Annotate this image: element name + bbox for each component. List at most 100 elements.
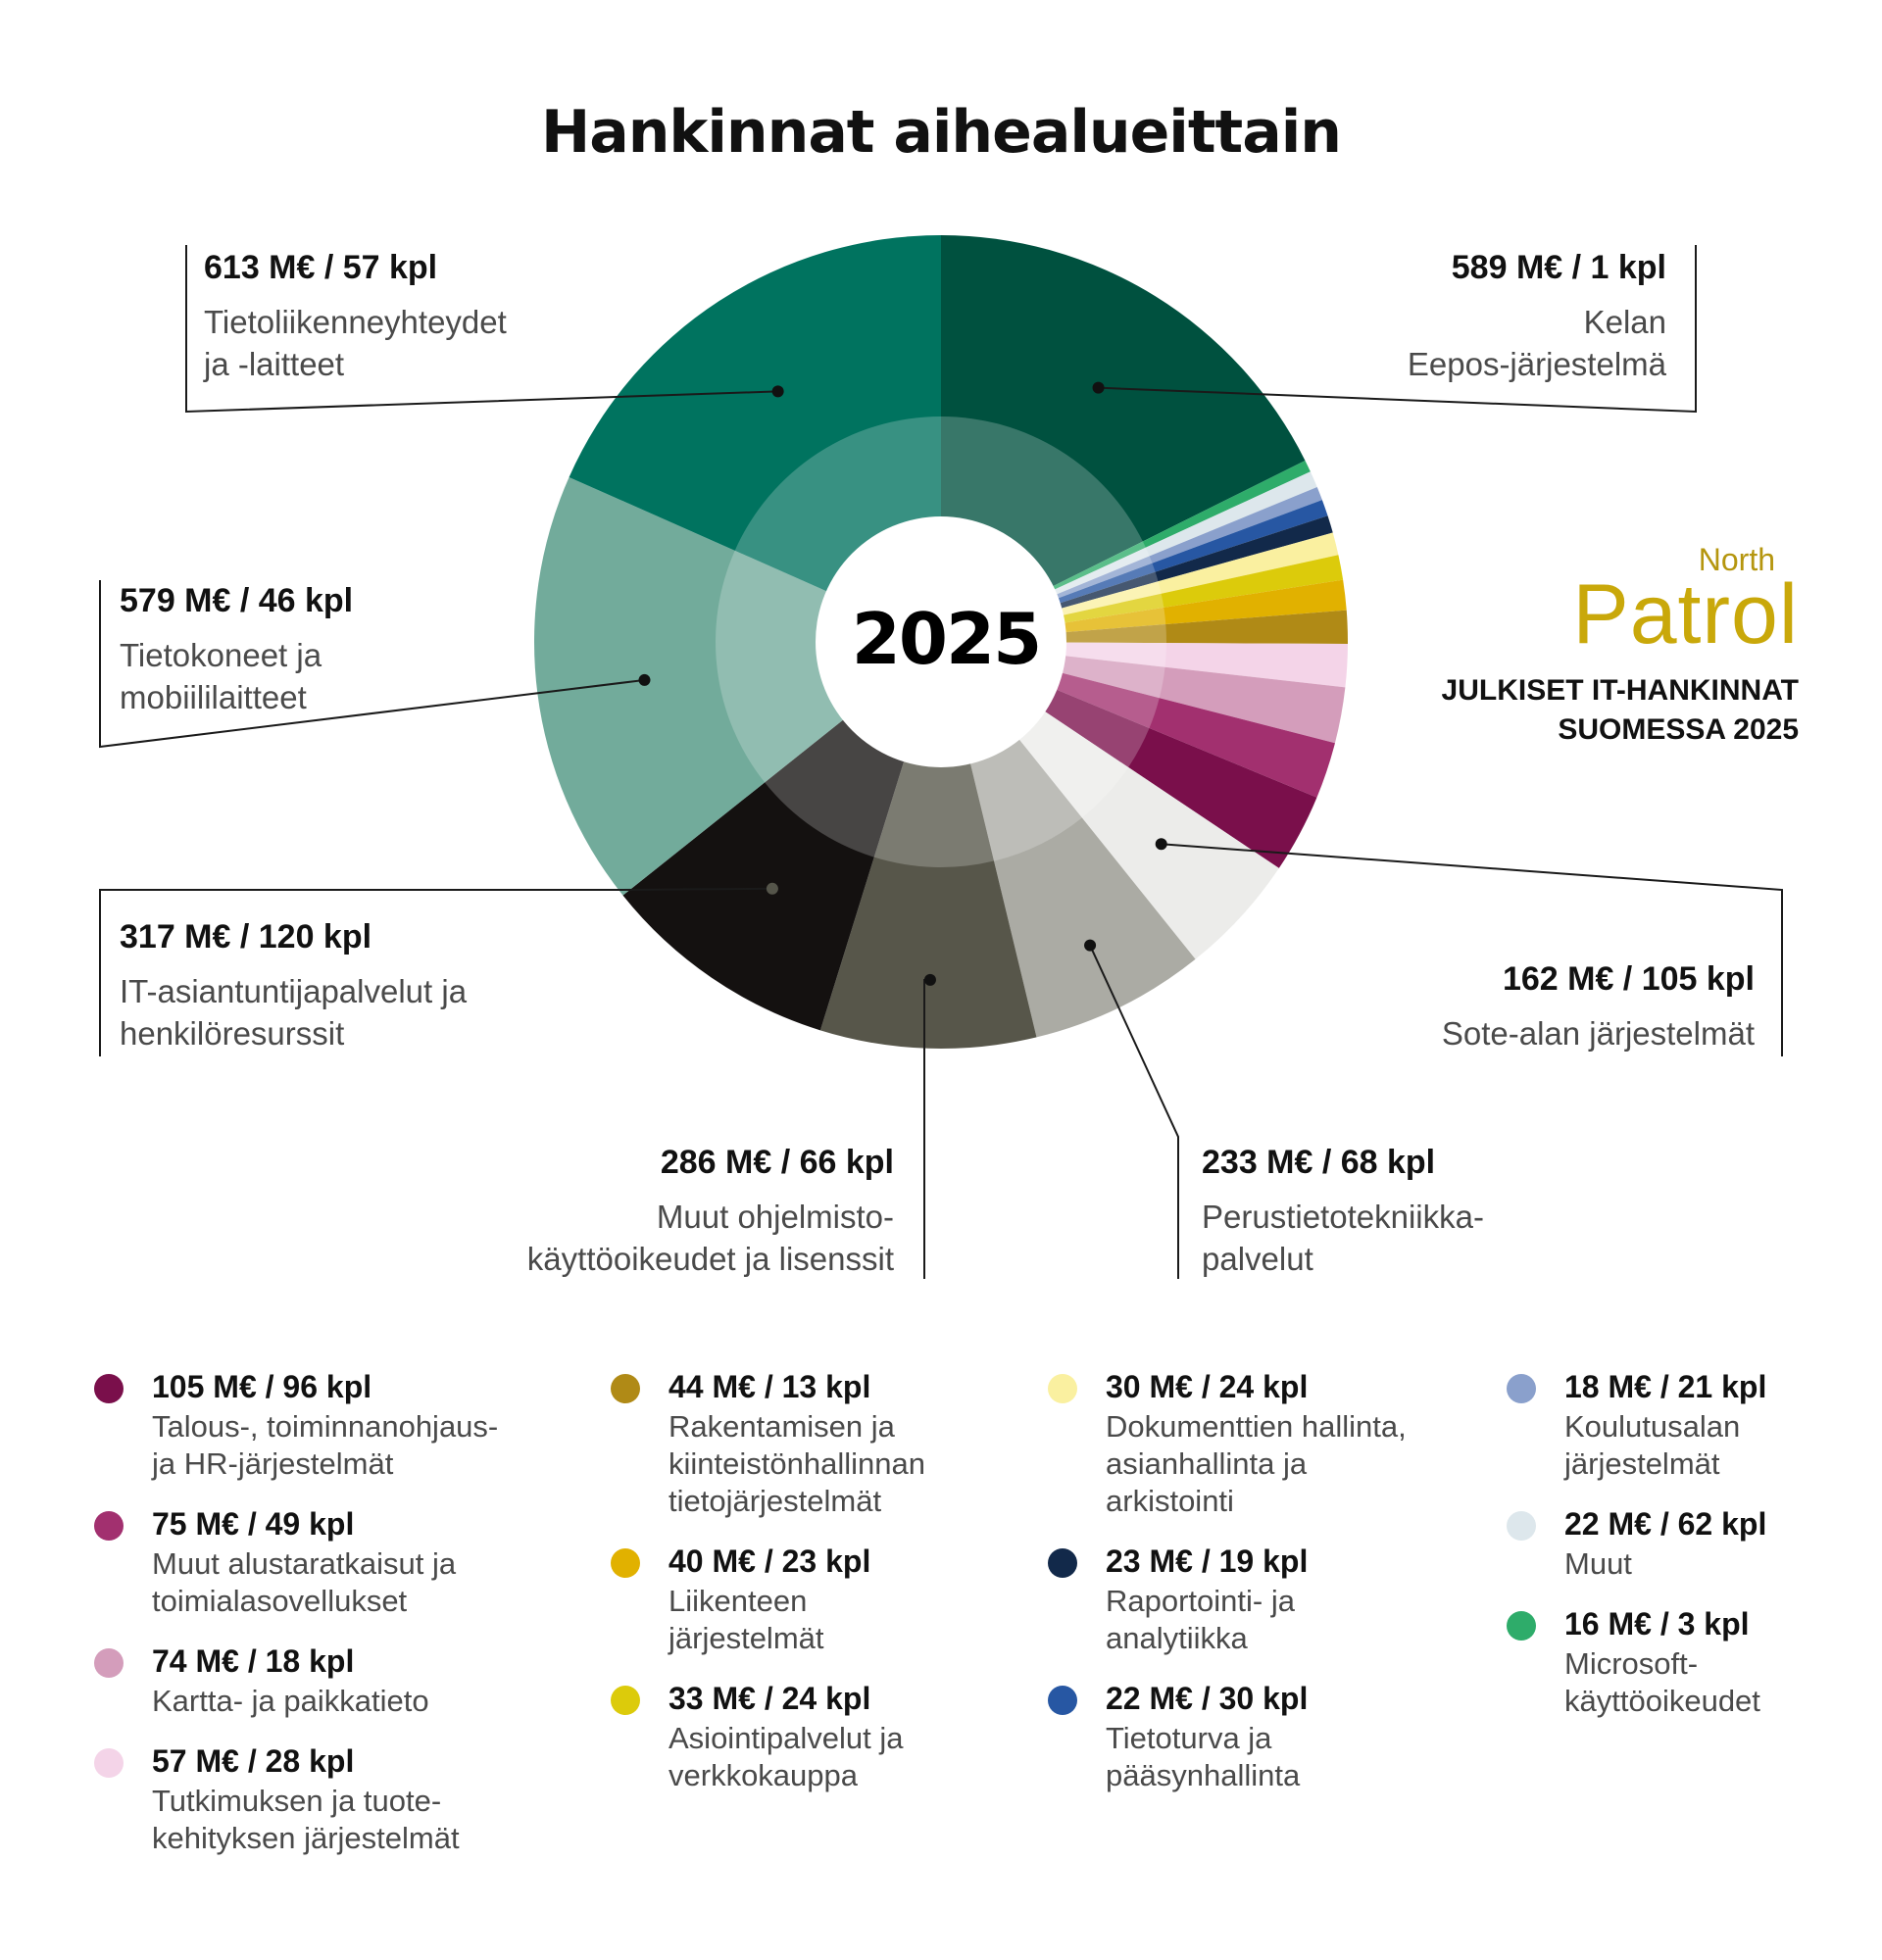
brand-north: North: [1698, 542, 1775, 577]
legend-label: Muut: [1564, 1546, 1632, 1581]
leader-dot-0: [1092, 381, 1105, 394]
slice-17: [622, 642, 941, 1031]
report-title: JULKISET IT-HANKINNAT SUOMESSA 2025: [1353, 671, 1799, 750]
legend-dot: [611, 1686, 640, 1715]
callout-value: 589 M€ / 1 kpl: [1451, 249, 1666, 286]
donut-hole: [816, 516, 1066, 767]
leader-dot-14: [1155, 838, 1167, 851]
legend-dot: [1507, 1611, 1536, 1641]
legend-dot: [1048, 1374, 1077, 1403]
callout-label: Tietoliikenneyhteydet ja -laitteet: [204, 304, 507, 382]
legend-item-muut: 22 M€ / 62 kpl Muut: [1507, 1505, 1858, 1583]
callout-value: 162 M€ / 105 kpl: [1502, 960, 1755, 998]
leader-line-14: [1161, 843, 1783, 1056]
legend-value: 74 M€ / 18 kpl: [152, 1643, 355, 1679]
legend-value: 44 M€ / 13 kpl: [669, 1369, 871, 1404]
donut-slices: [533, 234, 1348, 1049]
callout-label: Sote-alan järjestelmät: [1441, 1015, 1755, 1052]
legend-value: 16 M€ / 3 kpl: [1564, 1606, 1750, 1642]
report-title-line2: SUOMESSA 2025: [1558, 713, 1799, 746]
legend-label: Kartta- ja paikkatieto: [152, 1684, 429, 1718]
legend-dot: [94, 1374, 124, 1403]
legend-label: Raportointi- ja analytiikka: [1106, 1584, 1295, 1655]
legend-item-alustaratkaisut: 75 M€ / 49 kpl Muut alustaratkaisut ja t…: [94, 1505, 583, 1620]
legend-value: 105 M€ / 96 kpl: [152, 1369, 372, 1404]
legend-dot: [94, 1648, 124, 1678]
callout-label: Perustietotekniikka- palvelut: [1202, 1199, 1484, 1277]
slice-0: [941, 235, 1306, 642]
leader-line-0: [1098, 245, 1697, 414]
legend-value: 23 M€ / 19 kpl: [1106, 1544, 1309, 1579]
callout-value: 579 M€ / 46 kpl: [120, 582, 354, 619]
callout-label: Kelan Eepos-järjestelmä: [1407, 304, 1666, 382]
slice-19: [569, 234, 941, 642]
legend-label: Tietoturva ja pääsynhallinta: [1106, 1721, 1301, 1792]
leader-line-19: [185, 245, 778, 414]
callout-it-asiantuntija: 317 M€ / 120 kpl IT-asiantuntijapalvelut…: [120, 916, 570, 1054]
legend-item-asiointi: 33 M€ / 24 kpl Asiointipalvelut ja verkk…: [611, 1680, 1100, 1794]
callout-label: IT-asiantuntijapalvelut ja henkilöresurs…: [120, 973, 468, 1052]
callout-tietoliikenne: 613 M€ / 57 kpl Tietoliikenneyhteydet ja…: [204, 247, 616, 385]
legend-value: 57 M€ / 28 kpl: [152, 1743, 355, 1779]
legend-label: Dokumenttien hallinta, asianhallinta ja …: [1106, 1409, 1407, 1518]
callout-kela: 589 M€ / 1 kpl Kelan Eepos-järjestelmä: [1274, 247, 1666, 385]
legend-label: Microsoft- käyttöoikeudet: [1564, 1646, 1760, 1718]
brand-patrol: Patrol: [1572, 567, 1799, 662]
chart-title: Hankinnat aihealueittain: [541, 98, 1342, 167]
legend-label: Liikenteen järjestelmät: [669, 1584, 824, 1655]
legend-item-koulutus: 18 M€ / 21 kpl Koulutusalan järjestelmät: [1507, 1368, 1858, 1483]
report-title-line1: JULKISET IT-HANKINNAT: [1441, 674, 1799, 707]
leader-dot-15: [1084, 939, 1097, 952]
legend-dot: [611, 1548, 640, 1578]
legend-item-liikenne: 40 M€ / 23 kpl Liikenteen järjestelmät: [611, 1543, 1100, 1657]
legend-label: Tutkimuksen ja tuote- kehityksen järjest…: [152, 1784, 460, 1855]
legend-value: 40 M€ / 23 kpl: [669, 1544, 871, 1579]
legend-item-raportointi: 23 M€ / 19 kpl Raportointi- ja analytiik…: [1048, 1543, 1537, 1657]
legend-label: Muut alustaratkaisut ja toimialasovelluk…: [152, 1546, 457, 1618]
center-year-label: 2025: [851, 598, 1042, 680]
brand-logo: North Patrol: [1529, 542, 1799, 662]
slice-16: [819, 642, 1037, 1049]
callout-tietokoneet: 579 M€ / 46 kpl Tietokoneet ja mobiilila…: [120, 580, 531, 718]
legend-dot: [94, 1748, 124, 1778]
callout-label: Muut ohjelmisto- käyttöoikeudet ja lisen…: [526, 1199, 894, 1277]
legend-item-tutkimus: 57 M€ / 28 kpl Tutkimuksen ja tuote- keh…: [94, 1742, 583, 1857]
callout-sote: 162 M€ / 105 kpl Sote-alan järjestelmät: [1353, 958, 1755, 1054]
callout-value: 317 M€ / 120 kpl: [120, 918, 372, 956]
legend-dot: [94, 1511, 124, 1541]
legend-label: Asiointipalvelut ja verkkokauppa: [669, 1721, 904, 1792]
legend-label: Koulutusalan järjestelmät: [1564, 1409, 1741, 1481]
legend-item-kartta: 74 M€ / 18 kpl Kartta- ja paikkatieto: [94, 1642, 583, 1720]
leader-dot-18: [638, 673, 651, 686]
legend-item-talous: 105 M€ / 96 kpl Talous-, toiminnanohjaus…: [94, 1368, 583, 1483]
legend-label: Rakentamisen ja kiinteistönhallinnan tie…: [669, 1409, 925, 1518]
legend-item-rakentaminen: 44 M€ / 13 kpl Rakentamisen ja kiinteist…: [611, 1368, 1100, 1520]
legend-value: 75 M€ / 49 kpl: [152, 1506, 355, 1542]
legend-dot: [1048, 1548, 1077, 1578]
legend-item-microsoft: 16 M€ / 3 kpl Microsoft- käyttöoikeudet: [1507, 1605, 1858, 1720]
callout-value: 613 M€ / 57 kpl: [204, 249, 438, 286]
leader-dot-17: [766, 882, 778, 895]
legend-value: 33 M€ / 24 kpl: [669, 1681, 871, 1716]
callout-perustietotekniikka: 233 M€ / 68 kpl Perustietotekniikka- pal…: [1202, 1142, 1613, 1280]
legend-label: Talous-, toiminnanohjaus- ja HR-järjeste…: [152, 1409, 499, 1481]
legend-dot: [1048, 1686, 1077, 1715]
leader-lines: [99, 245, 1783, 1279]
legend-item-tietoturva: 22 M€ / 30 kpl Tietoturva ja pääsynhalli…: [1048, 1680, 1537, 1794]
legend-value: 30 M€ / 24 kpl: [1106, 1369, 1309, 1404]
legend-value: 18 M€ / 21 kpl: [1564, 1369, 1767, 1404]
legend-value: 22 M€ / 62 kpl: [1564, 1506, 1767, 1542]
leader-line-18: [99, 580, 645, 749]
callout-value: 286 M€ / 66 kpl: [660, 1144, 894, 1181]
leader-line-15: [1089, 945, 1179, 1279]
callout-value: 233 M€ / 68 kpl: [1202, 1144, 1436, 1181]
slice-18: [533, 476, 941, 896]
legend-value: 22 M€ / 30 kpl: [1106, 1681, 1309, 1716]
legend-item-dokumentit: 30 M€ / 24 kpl Dokumenttien hallinta, as…: [1048, 1368, 1537, 1520]
leader-dot-19: [771, 385, 784, 398]
legend-dot: [1507, 1511, 1536, 1541]
legend-dot: [1507, 1374, 1536, 1403]
callout-label: Tietokoneet ja mobiililaitteet: [120, 637, 322, 715]
callout-muut-ohjelmisto: 286 M€ / 66 kpl Muut ohjelmisto- käyttöo…: [412, 1142, 894, 1280]
